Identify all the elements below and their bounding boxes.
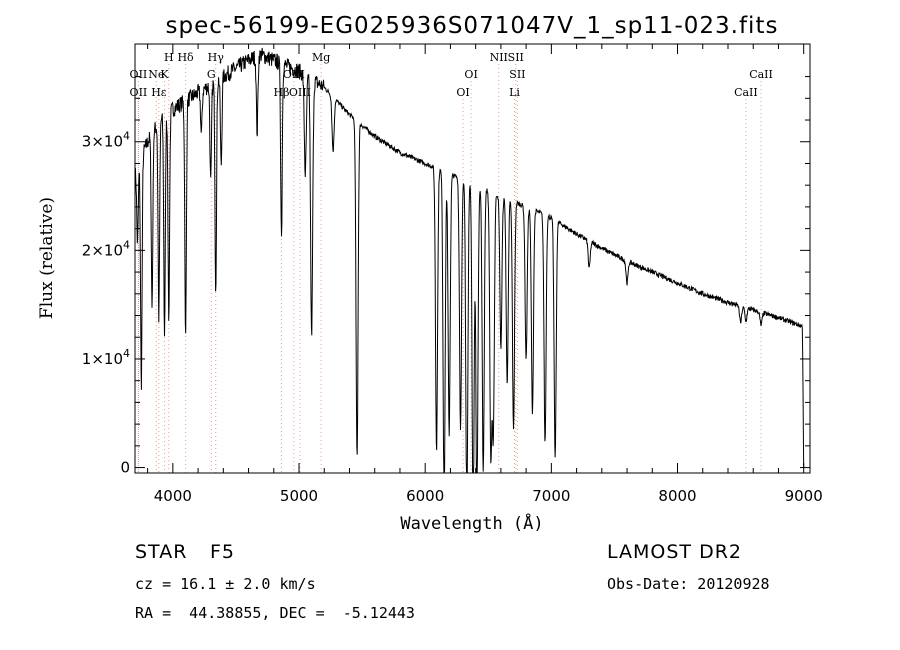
y-tick-label: 0: [120, 459, 130, 477]
marker-label: Ne: [148, 68, 164, 81]
marker-label: Hβ: [274, 86, 290, 99]
marker-label: K: [160, 68, 169, 81]
marker-label: SII: [508, 51, 524, 64]
plot-frame: [134, 43, 811, 474]
chart-title: spec-56199-EG025936S071047V_1_sp11-023.f…: [166, 13, 779, 39]
x-tick-label: 8000: [658, 487, 696, 505]
x-tick-label: 5000: [280, 487, 318, 505]
marker-label: OI: [456, 86, 469, 99]
x-tick-label: 6000: [406, 487, 444, 505]
marker-label: Mg: [312, 51, 330, 64]
spectrum-line: [134, 47, 805, 474]
marker-label: Li: [509, 86, 520, 99]
x-axis: 4000 5000 6000 7000 8000 9000: [147, 44, 823, 505]
y-tick-label: 2×104: [82, 238, 130, 259]
marker-label: SII: [509, 68, 525, 81]
y-tick-label: 1×104: [82, 347, 130, 368]
marker-label: NII: [490, 51, 508, 64]
object-class: STAR: [135, 541, 188, 563]
marker-label: CaII: [749, 68, 773, 81]
line-markers: HδH Hγ Mg NII SII OII NeK G OIII OI SII CaII OII Hε Hβ…: [130, 51, 773, 473]
x-tick-label: 4000: [154, 487, 192, 505]
marker-label: Hγ: [208, 51, 225, 64]
marker-label: OI: [464, 68, 477, 81]
x-tick-label: 7000: [532, 487, 570, 505]
y-tick-label: 3×104: [82, 130, 130, 151]
marker-label: OII: [130, 86, 148, 99]
marker-label: CaII: [734, 86, 758, 99]
marker-label: Hδ: [177, 51, 194, 64]
marker-label: Hε: [151, 86, 167, 99]
marker-label: G: [207, 68, 216, 81]
y-axis: 0 1×104 2×104 3×104: [82, 76, 810, 477]
survey-name: LAMOST DR2: [607, 541, 742, 563]
object-subclass: F5: [210, 541, 236, 563]
obs-date-text: Obs-Date: 20120928: [607, 575, 770, 593]
redshift-text: cz = 16.1 ± 2.0 km/s: [135, 575, 316, 593]
marker-label: H: [164, 51, 174, 64]
marker-label: OII: [130, 68, 148, 81]
x-tick-label: 9000: [785, 487, 823, 505]
y-axis-label: Flux (relative): [37, 197, 57, 319]
x-axis-label: Wavelength (Å): [400, 512, 543, 534]
marker-label: OIII: [289, 86, 311, 99]
coordinates-text: RA = 44.38855, DEC = -5.12443: [135, 604, 415, 622]
